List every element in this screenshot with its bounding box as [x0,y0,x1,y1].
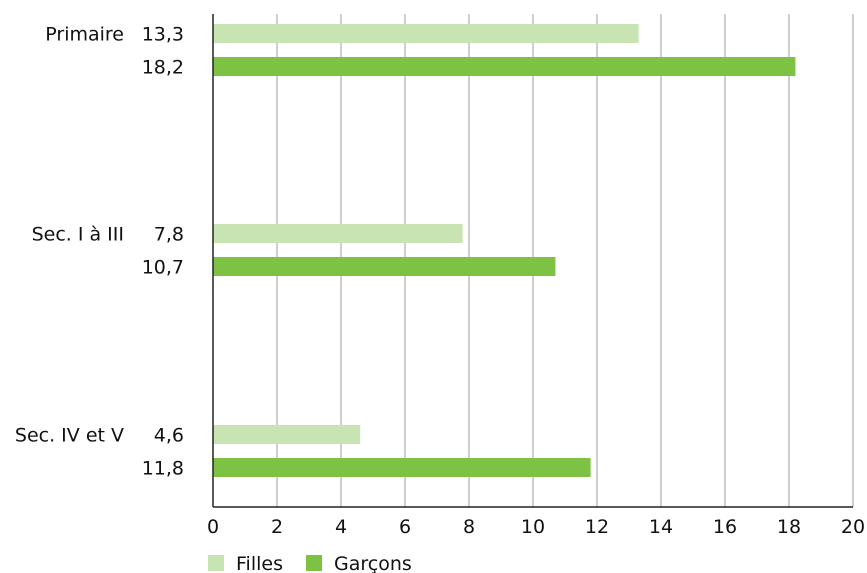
value-label: 11,8 [142,458,184,480]
x-tick-label: 2 [271,516,283,538]
x-tick-label: 8 [463,516,475,538]
bar-gar-ons [213,257,556,276]
legend-label: Filles [236,553,283,573]
category-label: Primaire [45,24,124,46]
bar-gar-ons [213,458,591,477]
legend-swatch [306,555,322,571]
x-tick-label: 0 [207,516,219,538]
axes [212,14,853,508]
legend-label: Garçons [334,553,412,573]
value-label: 13,3 [142,24,184,46]
x-tick-label: 16 [713,516,737,538]
bar-filles [213,425,361,444]
value-label: 7,8 [154,224,184,246]
x-tick-label: 18 [777,516,801,538]
x-tick-label: 14 [649,516,673,538]
bars [213,24,796,477]
legend: Filles Garçons [208,553,412,573]
legend-swatch [208,555,224,571]
value-label: 10,7 [142,257,184,279]
category-label: Sec. I à III [32,224,124,246]
x-tick-label: 12 [585,516,609,538]
bar-filles [213,224,463,243]
value-label: 18,2 [142,57,184,79]
bar-filles [213,24,639,43]
x-tick-label: 4 [335,516,347,538]
x-tick-label: 6 [399,516,411,538]
labels: 0 2 4 6 8 10 12 14 16 18 20 13,3 18,2 Primaire 7,8 10,7… [15,24,865,539]
x-tick-label: 20 [841,516,865,538]
value-label: 4,6 [154,425,184,447]
category-label: Sec. IV et V [15,425,124,447]
x-tick-label: 10 [521,516,545,538]
bar-gar-ons [213,57,796,76]
